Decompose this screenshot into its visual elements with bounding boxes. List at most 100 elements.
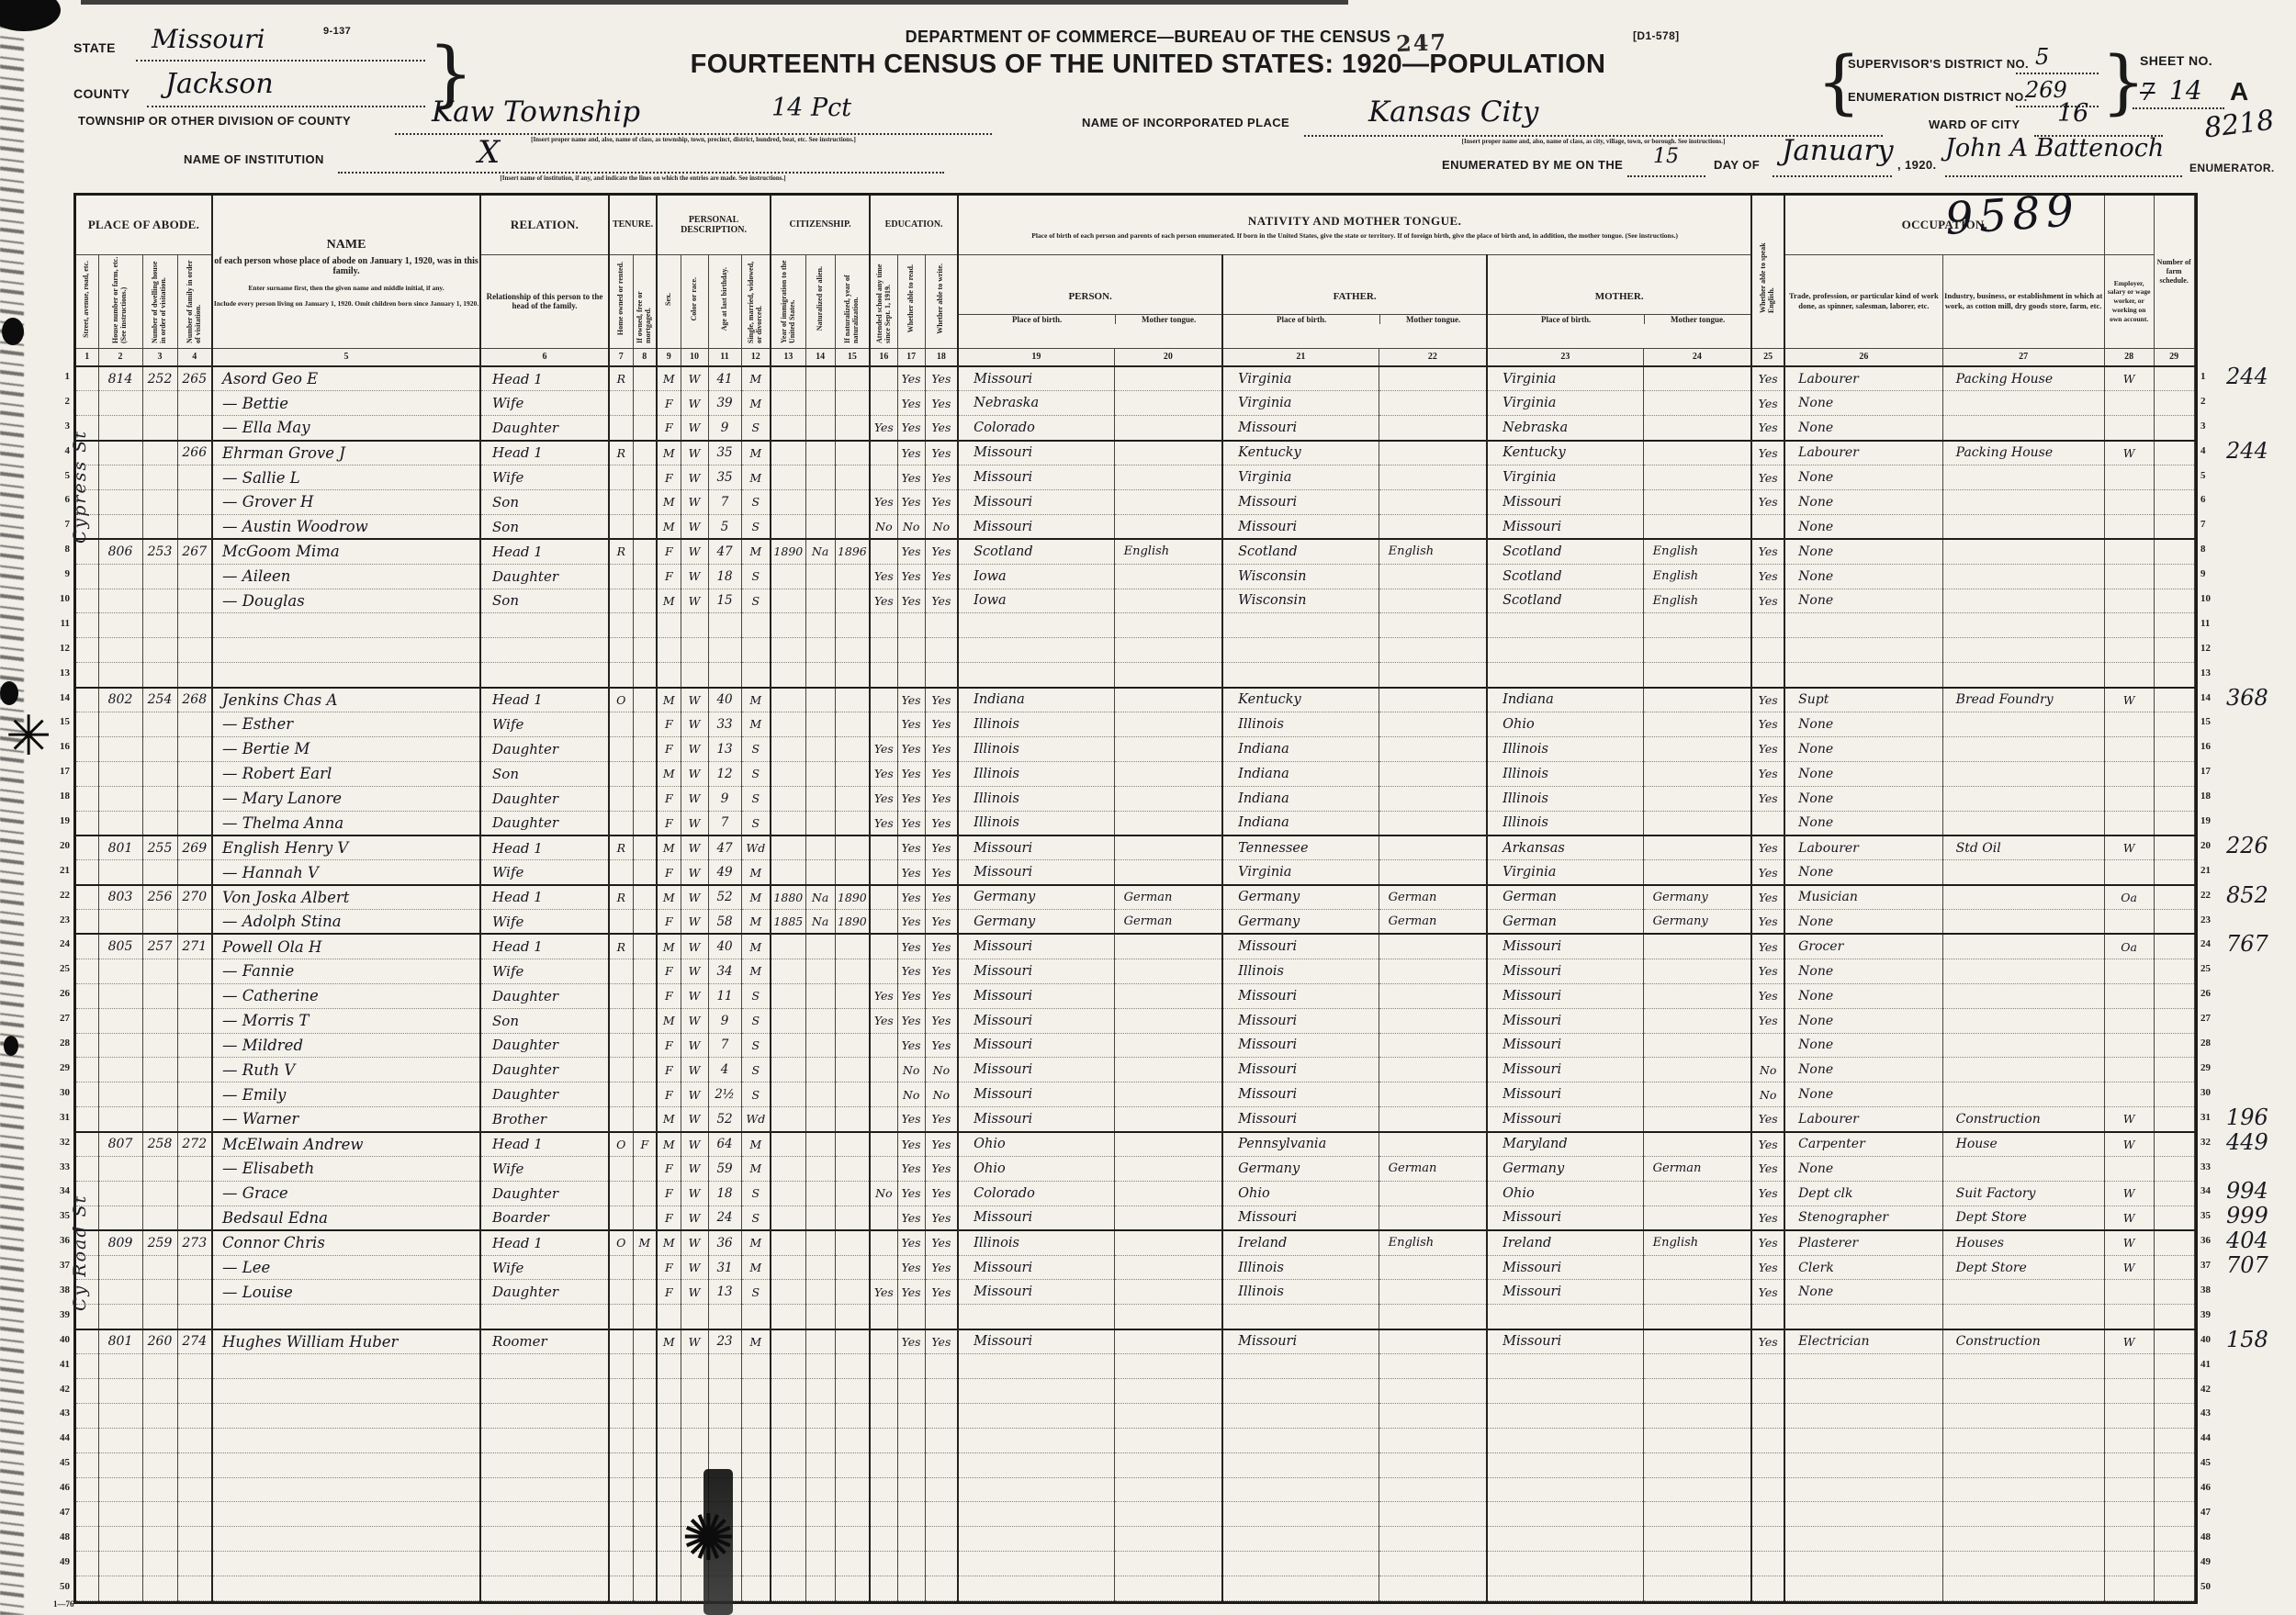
table-row	[76, 1526, 2195, 1553]
cell-natyr	[835, 1353, 872, 1380]
cell-ind	[1942, 1576, 2105, 1602]
cell-mmt	[1643, 439, 1753, 466]
cell-dw	[142, 489, 178, 515]
column-number-29: 29	[2154, 348, 2195, 367]
cell-dw	[142, 909, 178, 935]
column-home-owned: Home owned or rented.	[609, 254, 634, 349]
cell-farm	[2154, 859, 2195, 886]
state-line	[136, 59, 425, 62]
line-number: 4	[64, 444, 71, 456]
cell-ind	[1942, 1156, 2105, 1182]
line-number: 39	[60, 1308, 70, 1320]
table-row: — Thelma Anna Daughter F W 7 S Yes Yes Yes Illino…	[76, 811, 2195, 836]
line-number: 42	[2200, 1383, 2211, 1395]
cell-farm	[2154, 736, 2195, 762]
line-number: 14	[2200, 691, 2211, 703]
cell-mt	[1114, 1551, 1224, 1577]
cell-sex: F	[657, 909, 681, 935]
cell-age: 35	[708, 439, 742, 466]
table-row: 806 253 267 McGoom Mima Head 1 R F W 47 M 1890 Na 18…	[76, 538, 2195, 565]
cell-mmt	[1643, 761, 1753, 787]
cell-w: Yes	[925, 883, 960, 911]
cell-emp	[2104, 786, 2155, 812]
cell-name: — Fannie	[212, 959, 482, 984]
cell-sch	[870, 1255, 898, 1281]
column-number-28: 28	[2104, 348, 2155, 367]
cell-street	[76, 390, 99, 417]
cell-trade	[1784, 1378, 1943, 1404]
cell-age: 52	[708, 883, 742, 911]
cell-street	[76, 1452, 99, 1478]
cell-street	[76, 1378, 99, 1404]
cell-nat	[805, 1106, 836, 1133]
township-note: [Insert proper name and, also, name of c…	[531, 136, 856, 143]
cell-fmt	[1379, 612, 1489, 639]
year-label: , 1920.	[1897, 158, 1937, 172]
table-row: — Mary Lanore Daughter F W 9 S Yes Yes Yes Illino…	[76, 786, 2195, 812]
cell-fam	[177, 1501, 214, 1528]
cell-t8	[633, 1452, 658, 1478]
cell-fpb	[1222, 1477, 1379, 1503]
table-row: 805 257 271 Powell Ola H Head 1 R M W 40 M Yes Yes M…	[76, 933, 2195, 959]
line-number: 7	[64, 519, 71, 531]
cell-house: 806	[98, 538, 143, 565]
cell-mmt: English	[1643, 1229, 1753, 1256]
cell-age	[708, 612, 742, 639]
cell-natyr	[835, 1501, 872, 1528]
occupation-stamp: 9589	[1943, 184, 2081, 246]
cell-mmt	[1643, 686, 1753, 712]
table-row: — Douglas Son M W 15 S Yes Yes Yes Iowa Wisconsin S…	[76, 589, 2195, 614]
star-mark-bottom: ✺	[681, 1504, 736, 1575]
cell-house	[98, 439, 143, 466]
cell-name: English Henry V	[212, 834, 482, 861]
cell-house	[98, 1551, 143, 1577]
line-number: 48	[60, 1531, 70, 1542]
line-number: 16	[60, 741, 70, 753]
cell-imm	[771, 514, 806, 540]
cell-age: 35	[708, 465, 742, 490]
cell-fmt: English	[1379, 538, 1489, 565]
cell-imm	[771, 1452, 806, 1478]
cell-trade: Carpenter	[1784, 1130, 1943, 1157]
column-mortgage: If owned, free or mortgaged.	[633, 254, 658, 349]
cell-fpb	[1222, 1452, 1379, 1478]
cell-fpb: Indiana	[1222, 736, 1379, 762]
line-number: 31	[2200, 1111, 2211, 1123]
cell-r	[897, 1304, 926, 1330]
column-farm-schedule: Number of farm schedule.	[2154, 196, 2195, 349]
cell-trade: Musician	[1784, 883, 1943, 911]
cell-mpb	[1487, 1353, 1644, 1380]
cell-t8	[633, 1378, 658, 1404]
cell-t8	[633, 1551, 658, 1577]
cell-natyr	[835, 1106, 872, 1133]
cell-eng: Yes	[1751, 712, 1786, 737]
column-number-17: 17	[897, 348, 926, 367]
cell-fam	[177, 1033, 214, 1059]
line-number: 19	[2200, 815, 2211, 827]
cell-name: — Hannah V	[212, 859, 482, 886]
cell-r	[897, 1501, 926, 1528]
cell-r: Yes	[897, 1008, 926, 1034]
cell-trade: Labourer	[1784, 439, 1943, 466]
cell-pb	[958, 1551, 1115, 1577]
cell-house	[98, 1526, 143, 1553]
cell-sch	[870, 662, 898, 689]
cell-ind	[1942, 1477, 2105, 1503]
cell-mt	[1114, 366, 1224, 392]
cell-w: Yes	[925, 686, 960, 712]
cell-nat	[805, 1008, 836, 1034]
cell-natyr	[835, 589, 872, 614]
cell-fpb: Missouri	[1222, 1082, 1379, 1108]
cell-house: 814	[98, 366, 143, 392]
cell-t7	[609, 1156, 634, 1182]
cell-street	[76, 1526, 99, 1553]
cell-rel: Daughter	[480, 736, 611, 762]
cell-dw	[142, 1279, 178, 1306]
cell-sch	[870, 883, 898, 911]
cell-mar: M	[741, 1229, 772, 1256]
cell-age: 40	[708, 686, 742, 712]
cell-mpb: Missouri	[1487, 1057, 1644, 1083]
cell-emp: W	[2104, 834, 2155, 861]
cell-nat	[805, 1551, 836, 1577]
cell-mt	[1114, 1181, 1224, 1206]
